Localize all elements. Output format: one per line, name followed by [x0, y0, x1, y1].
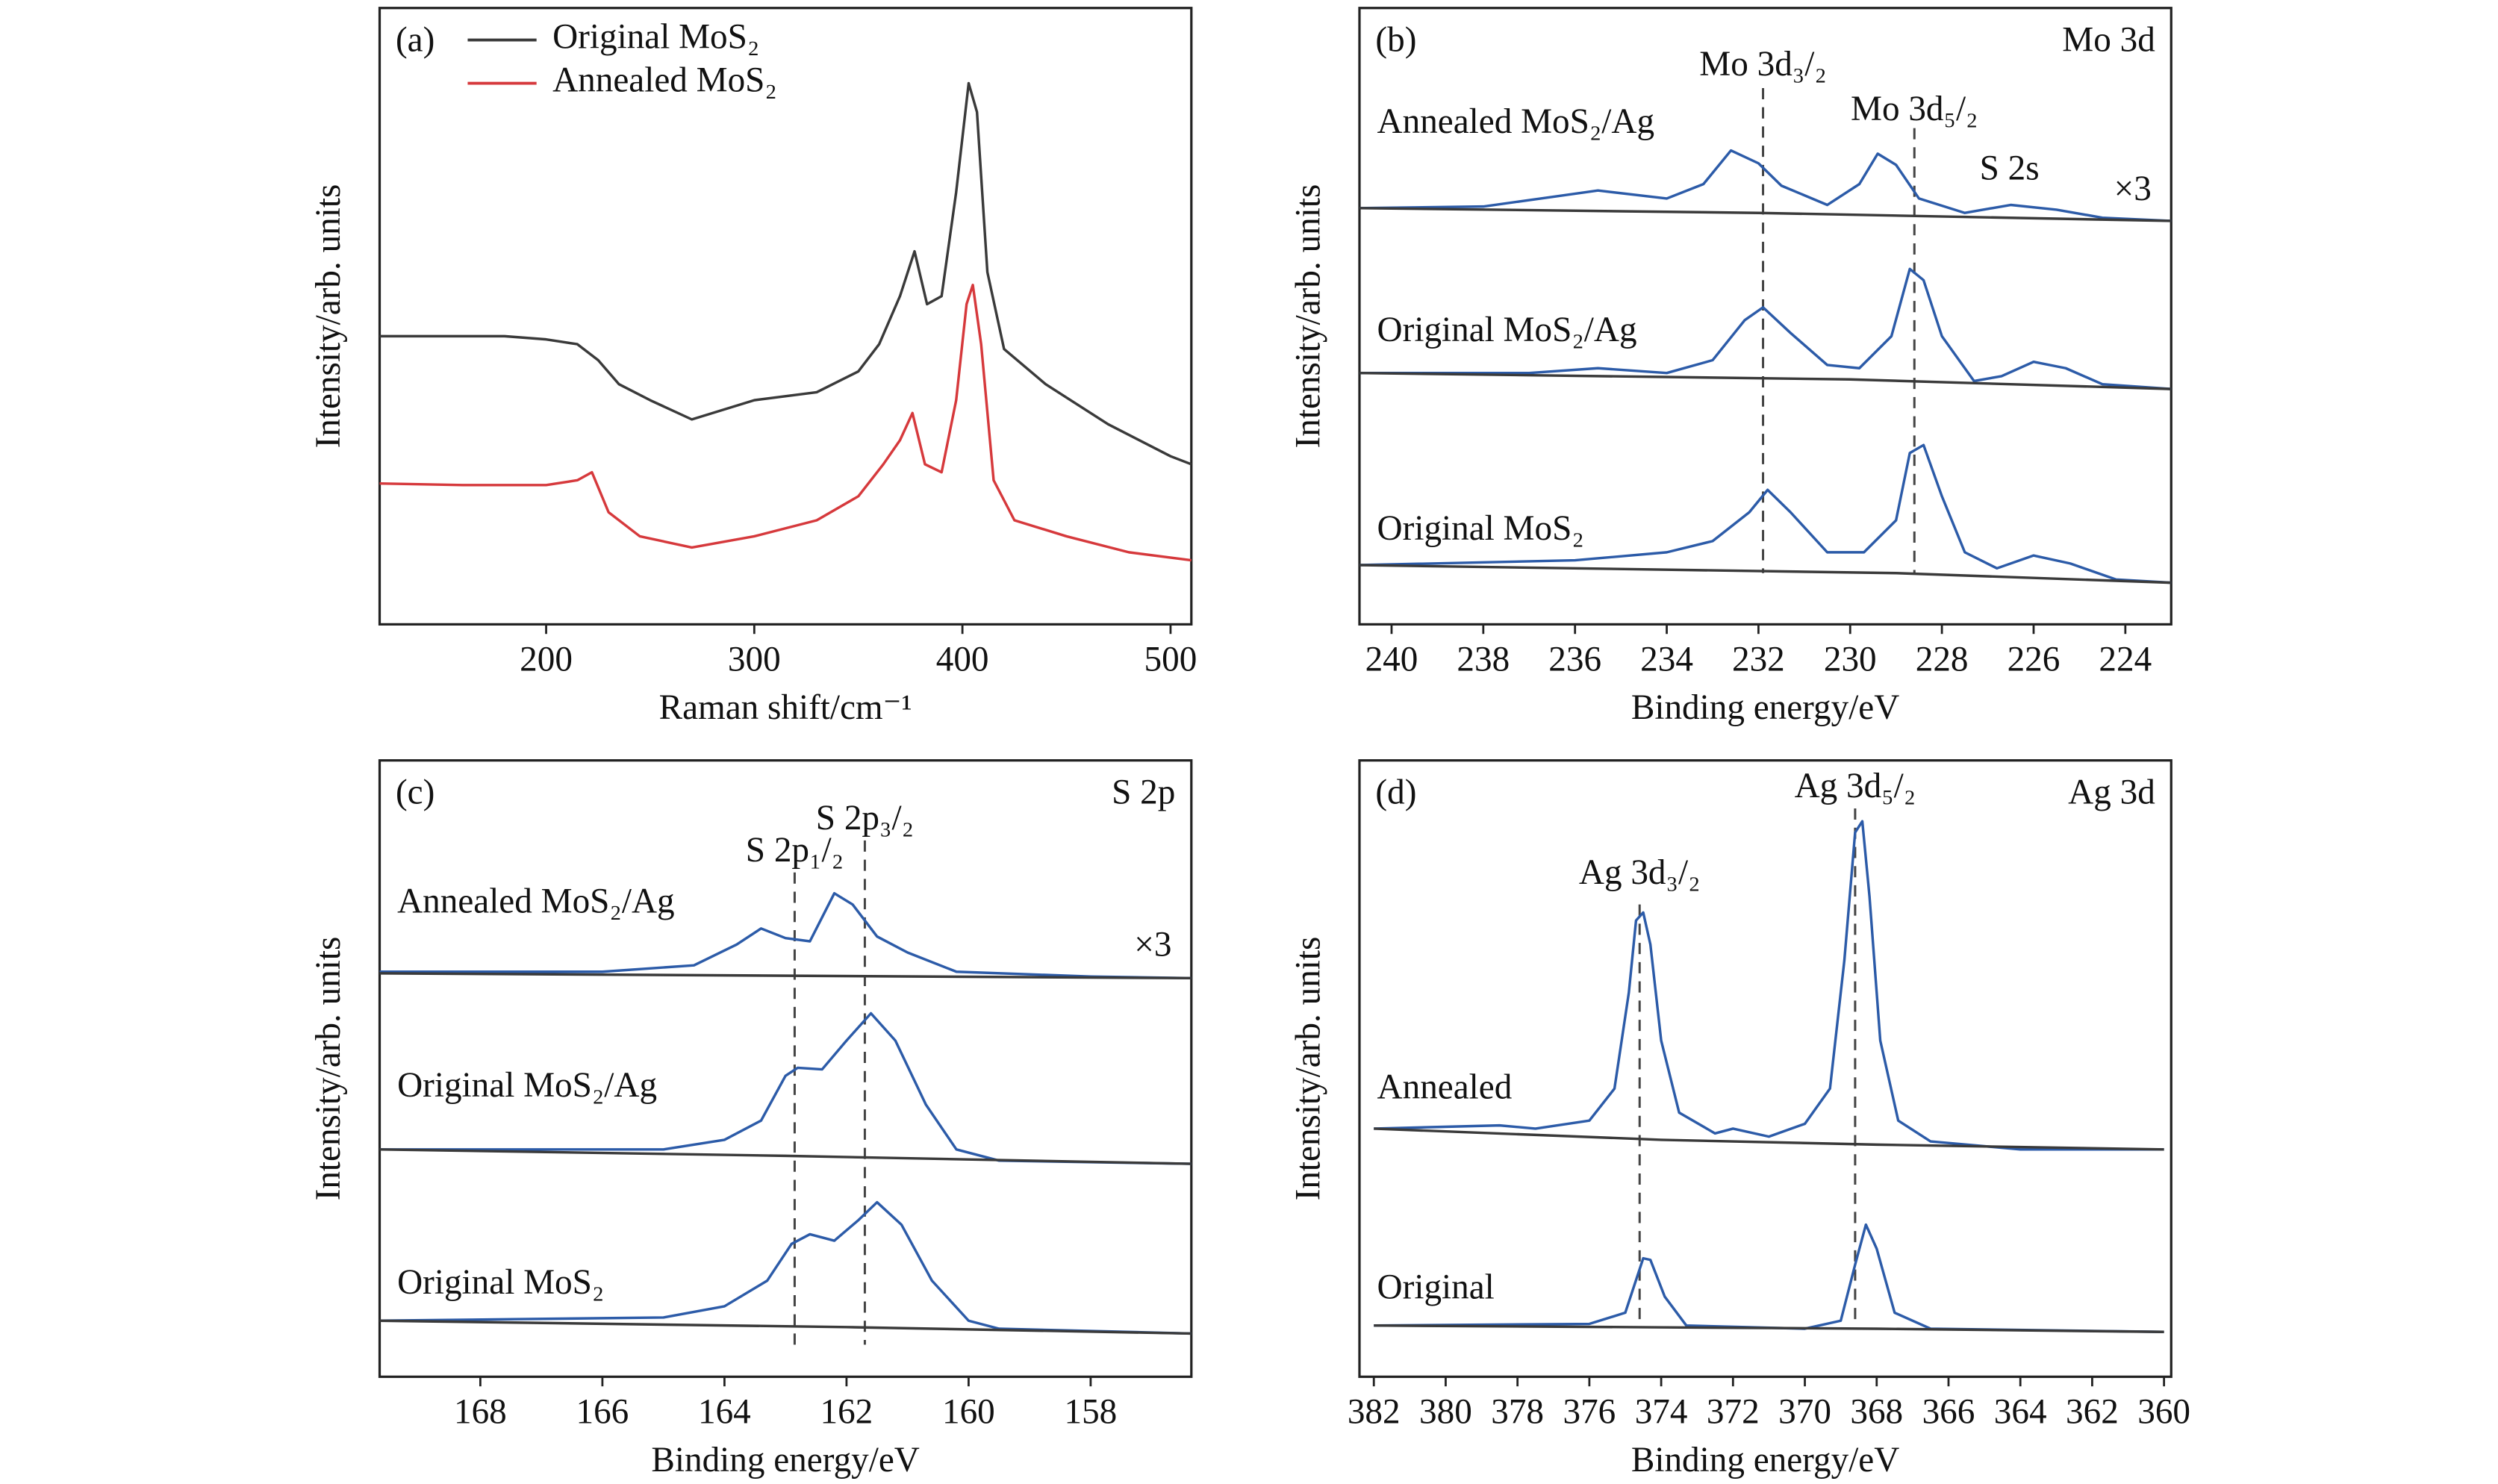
- x-tick-label: 224: [2099, 640, 2152, 679]
- x-tick-label: 228: [1916, 640, 1969, 679]
- x-axis-label: Binding energy/eV: [651, 1441, 919, 1480]
- x-tick-label: 240: [1365, 640, 1418, 679]
- series-label: Original MoS₂/Ag: [1377, 311, 1637, 349]
- x-tick-label: 160: [942, 1393, 995, 1432]
- x-tick-label: 360: [2137, 1393, 2190, 1432]
- x-tick-label: 370: [1778, 1393, 1831, 1432]
- series-label: Annealed: [1377, 1067, 1513, 1106]
- plot-frame: [378, 759, 1193, 1378]
- spectrum-line: [379, 81, 1192, 466]
- x-tick-label: 300: [728, 640, 781, 679]
- series-label: Original MoS₂: [397, 1263, 604, 1302]
- x-tick-label: 226: [2008, 640, 2061, 679]
- panel-label: (b): [1375, 21, 1416, 60]
- spectrum-line: [1359, 443, 2172, 584]
- corner-label: Ag 3d: [2068, 773, 2155, 812]
- panel-label: (d): [1375, 773, 1416, 812]
- spectrum-line: [379, 284, 1192, 562]
- x-tick-label: 500: [1144, 640, 1197, 679]
- x-tick-label: 382: [1348, 1393, 1401, 1432]
- panel-label: (c): [396, 773, 434, 812]
- x-tick-label: 362: [2066, 1393, 2119, 1432]
- x-tick-label: 164: [698, 1393, 751, 1432]
- peak-label: Mo 3d₃/₂: [1699, 45, 1827, 84]
- y-axis-label: Intensity/arb. units: [1289, 184, 1327, 449]
- x-tick-label: 378: [1491, 1393, 1544, 1432]
- peak-label: S 2p₁/₂: [746, 831, 844, 870]
- spectrum-line: [379, 891, 1192, 980]
- peak-label: S 2p₃/₂: [816, 799, 914, 838]
- x-axis-label: Binding energy/eV: [1631, 1441, 1899, 1480]
- x-tick-label: 162: [820, 1393, 873, 1432]
- series-label: Annealed MoS₂/Ag: [397, 882, 675, 921]
- x-tick-label: 166: [576, 1393, 629, 1432]
- spectrum-line: [379, 1319, 1192, 1335]
- spectrum-line: [1359, 207, 2172, 222]
- spectrum-line: [379, 972, 1192, 980]
- x-tick-label: 372: [1707, 1393, 1760, 1432]
- peak-label: Ag 3d₅/₂: [1795, 767, 1916, 805]
- legend-label: Annealed MoS₂: [552, 60, 777, 99]
- panel-label: (a): [396, 21, 434, 60]
- x-tick-label: 238: [1457, 640, 1510, 679]
- spectrum-line: [1359, 371, 2172, 390]
- x-tick-label: 400: [936, 640, 989, 679]
- x-tick-label: 374: [1635, 1393, 1688, 1432]
- x-tick-label: 232: [1732, 640, 1785, 679]
- legend-label: Original MoS₂: [552, 17, 759, 56]
- spectrum-line: [1359, 267, 2172, 390]
- corner-label: Mo 3d: [2062, 21, 2155, 60]
- plot-frame: [378, 7, 1193, 626]
- series-label: Original MoS₂/Ag: [397, 1066, 657, 1105]
- spectrum-line: [379, 1200, 1192, 1335]
- x-tick-label: 234: [1640, 640, 1693, 679]
- y-axis-label: Intensity/arb. units: [1289, 937, 1327, 1201]
- annotation: S 2s: [1980, 149, 2040, 187]
- spectrum-line: [1359, 564, 2172, 584]
- x-tick-label: 200: [520, 640, 573, 679]
- x-tick-label: 236: [1548, 640, 1601, 679]
- x-tick-label: 158: [1065, 1393, 1118, 1432]
- spectrum-line: [379, 1011, 1192, 1165]
- peak-label: Mo 3d₅/₂: [1851, 90, 1978, 128]
- x-axis-label: Binding energy/eV: [1631, 688, 1899, 727]
- series-label: Annealed MoS₂/Ag: [1377, 102, 1655, 141]
- corner-label: S 2p: [1112, 773, 1175, 812]
- spectrum-line: [1374, 1127, 2164, 1151]
- annotation: ×3: [2114, 169, 2152, 208]
- annotation: ×3: [1134, 925, 1171, 964]
- series-label: Original: [1377, 1268, 1495, 1306]
- x-tick-label: 380: [1419, 1393, 1472, 1432]
- spectrum-line: [379, 1148, 1192, 1165]
- spectrum-line: [1374, 1324, 2164, 1333]
- y-axis-label: Intensity/arb. units: [309, 937, 348, 1201]
- x-tick-label: 368: [1850, 1393, 1903, 1432]
- x-tick-label: 230: [1824, 640, 1877, 679]
- x-tick-label: 376: [1563, 1393, 1616, 1432]
- y-axis-label: Intensity/arb. units: [309, 184, 348, 449]
- plot-frame: [1358, 7, 2172, 626]
- peak-label: Ag 3d₃/₂: [1579, 853, 1701, 892]
- x-tick-label: 366: [1922, 1393, 1975, 1432]
- x-axis-label: Raman shift/cm⁻¹: [659, 688, 912, 727]
- spectrum-line: [1374, 820, 2164, 1151]
- plot-frame: [1358, 759, 2172, 1378]
- spectrum-line: [1359, 149, 2172, 222]
- x-tick-label: 168: [454, 1393, 507, 1432]
- series-label: Original MoS₂: [1377, 509, 1584, 548]
- x-tick-label: 364: [1994, 1393, 2047, 1432]
